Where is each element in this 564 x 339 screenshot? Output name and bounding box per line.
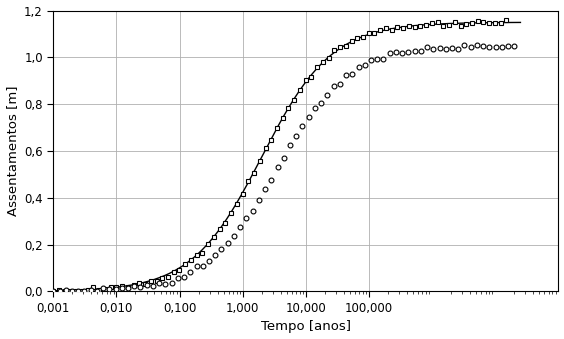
X-axis label: Tempo [anos]: Tempo [anos] [261,320,351,334]
Y-axis label: Assentamentos [m]: Assentamentos [m] [6,86,19,216]
